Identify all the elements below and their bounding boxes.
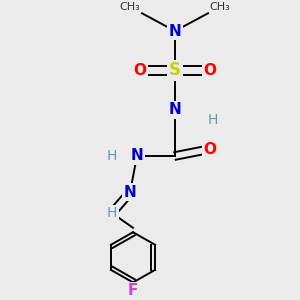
Text: O: O: [203, 63, 217, 78]
Text: N: N: [169, 102, 182, 117]
Text: N: N: [130, 148, 143, 164]
Text: O: O: [134, 63, 146, 78]
Text: N: N: [124, 185, 136, 200]
Text: F: F: [128, 283, 138, 298]
Text: N: N: [169, 23, 182, 38]
Text: H: H: [107, 149, 117, 163]
Text: H: H: [208, 112, 218, 127]
Text: H: H: [107, 206, 117, 220]
Text: CH₃: CH₃: [209, 2, 230, 12]
Text: CH₃: CH₃: [120, 2, 140, 12]
Text: S: S: [169, 61, 181, 80]
Text: O: O: [203, 142, 217, 157]
